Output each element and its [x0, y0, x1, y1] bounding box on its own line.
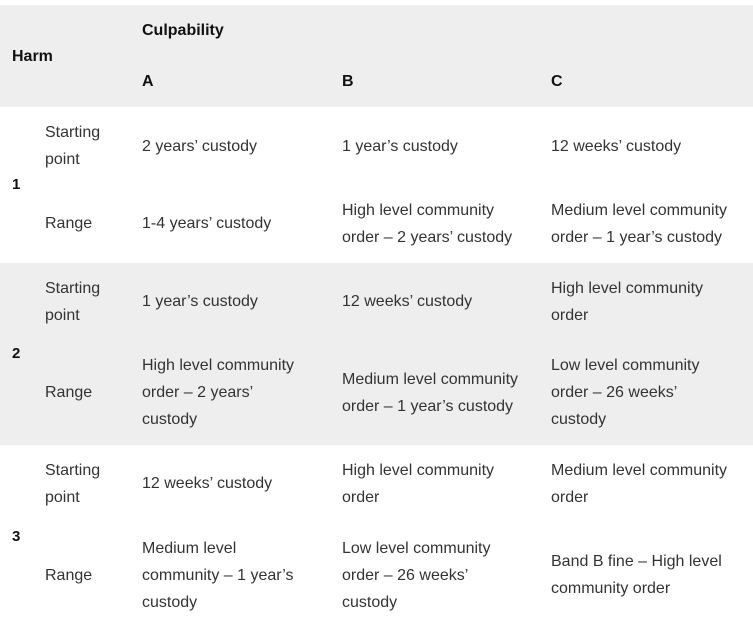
- row-3-starting-c: Medium level community order: [551, 462, 728, 506]
- culpability-header: Culpability: [142, 22, 224, 39]
- row-3-starting-a: 12 weeks’ custody: [142, 475, 273, 492]
- row-1-starting-c: 12 weeks’ custody: [551, 138, 682, 155]
- row-1-starting-label: Starting point: [45, 124, 101, 168]
- harm-3-band: [0, 445, 753, 627]
- harm-1-label: 1: [12, 176, 21, 193]
- row-3-range-c: Band B fine – High level community order: [551, 553, 722, 597]
- column-c-header: C: [551, 73, 563, 90]
- row-2-starting-a: 1 year’s custody: [142, 293, 258, 310]
- row-3-starting-label: Starting point: [45, 462, 101, 506]
- row-1-starting-a: 2 years’ custody: [142, 138, 258, 155]
- row-2-range-label: Range: [45, 384, 93, 401]
- harm-2-band: [0, 263, 753, 445]
- header-band: [0, 5, 753, 107]
- column-a-header: A: [142, 73, 154, 90]
- row-2-starting-c: High level community order: [551, 280, 704, 324]
- row-2-starting-b: 12 weeks’ custody: [342, 293, 473, 310]
- harm-header: Harm: [12, 48, 53, 65]
- row-1-range-c: Medium level community order – 1 year’s c…: [551, 202, 728, 246]
- harm-3-label: 3: [12, 528, 21, 545]
- harm-2-label: 2: [12, 345, 21, 362]
- row-2-range-b: Medium level community order – 1 year’s c…: [342, 371, 519, 415]
- harm-1-band: [0, 107, 753, 263]
- row-1-range-b: High level community order – 2 years’ cus…: [342, 202, 513, 246]
- row-1-range-a: 1-4 years’ custody: [142, 215, 272, 232]
- row-3-range-label: Range: [45, 567, 93, 584]
- row-3-starting-b: High level community order: [342, 462, 495, 506]
- row-3-range-b: Low level community order – 26 weeks’ cust…: [342, 540, 491, 611]
- row-2-range-a: High level community order – 2 years’ cust…: [142, 357, 295, 428]
- row-2-range-c: Low level community order – 26 weeks’ cust…: [551, 357, 700, 428]
- row-3-range-a: Medium level community – 1 year’s custody: [142, 540, 294, 611]
- row-1-starting-b: 1 year’s custody: [342, 138, 458, 155]
- column-b-header: B: [342, 73, 354, 90]
- row-2-starting-label: Starting point: [45, 280, 101, 324]
- row-1-range-label: Range: [45, 215, 93, 232]
